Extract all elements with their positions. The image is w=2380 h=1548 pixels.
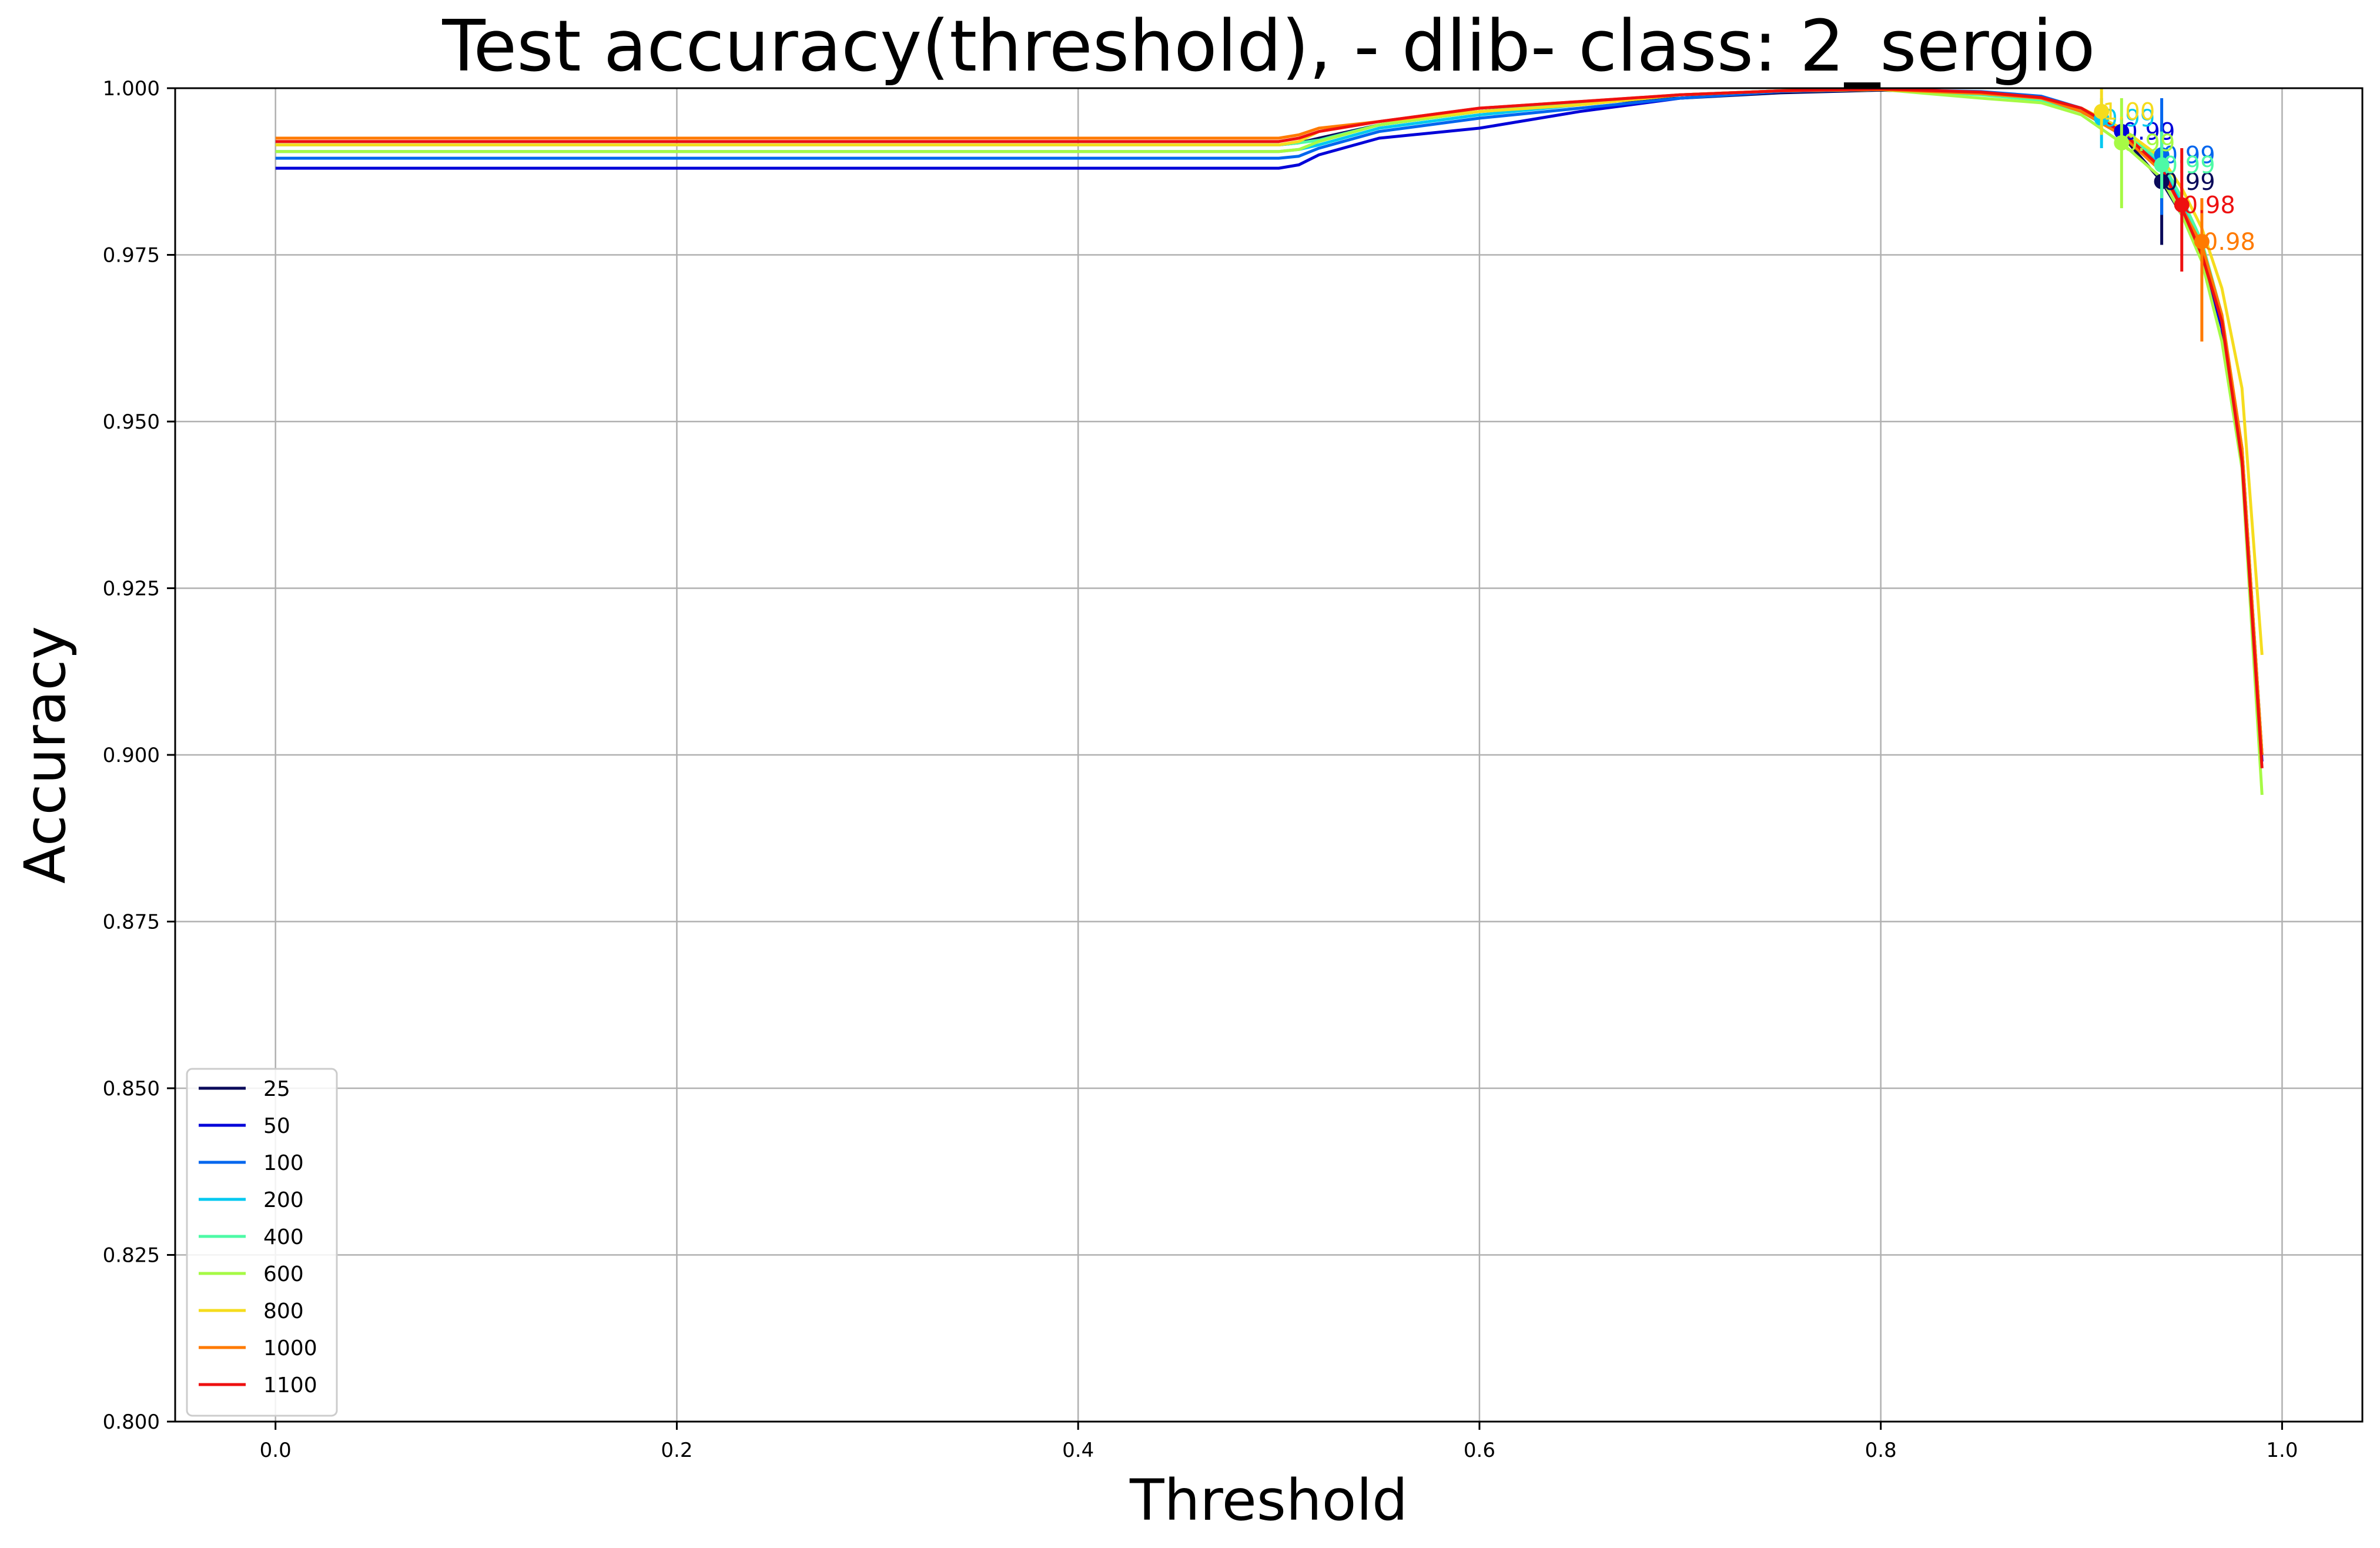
y-tick-label: 0.975 [103,244,160,268]
threshold-marker-400 [2154,157,2170,173]
x-tick-label: 0.6 [1464,1439,1495,1462]
series-line-600 [275,88,2264,795]
x-axis-title: Threshold [1129,1467,1408,1533]
legend-label-400: 400 [263,1225,304,1249]
marker-value-label-100: 0.99 [2163,142,2215,169]
threshold-marker-1100 [2174,197,2190,213]
marker-value-label-200: 0.99 [2103,105,2155,132]
marker-value-label-600: 0.99 [2123,130,2175,157]
legend-label-600: 600 [263,1262,304,1286]
marker-value-label-800: 1.00 [2103,99,2155,126]
threshold-marker-600 [2114,135,2130,151]
grid [175,87,2362,1423]
threshold-markers: 0.990.990.990.990.990.991.000.980.98 [2094,88,2255,342]
legend-label-50: 50 [263,1114,290,1138]
x-tick-label: 0.2 [661,1439,692,1462]
y-tick-label: 0.875 [103,911,160,934]
y-tick-label: 0.950 [103,410,160,434]
x-tick-label: 0.8 [1865,1439,1897,1462]
legend-label-1100: 1100 [263,1373,317,1397]
x-tick-label: 1.0 [2266,1439,2298,1462]
legend-box [186,1068,338,1417]
threshold-marker-1000 [2194,233,2210,249]
legend-label-200: 200 [263,1188,304,1212]
y-tick-label: 0.900 [103,744,160,767]
y-tick-label: 0.825 [103,1244,160,1268]
legend-label-1000: 1000 [263,1336,317,1360]
marker-value-label-25: 0.99 [2163,169,2215,196]
y-tick-label: 0.925 [103,577,160,601]
legend: 25 50 100 200 400 600 800 1000 1100 [186,1068,338,1417]
x-tick-label: 0.4 [1062,1439,1094,1462]
legend-label-800: 800 [263,1299,304,1323]
marker-value-label-1100: 0.98 [2183,192,2235,219]
chart-title: Test accuracy(threshold), - dlib- class:… [441,6,2095,88]
x-tick-label: 0.0 [260,1439,292,1462]
threshold-marker-800 [2094,103,2110,119]
y-tick-label: 0.800 [103,1410,160,1434]
y-axis-title: Accuracy [12,626,78,884]
legend-label-25: 25 [263,1077,290,1101]
y-tick-label: 1.000 [103,77,160,101]
marker-value-label-400: 0.99 [2163,152,2215,179]
y-tick-label: 0.850 [103,1077,160,1101]
marker-value-label-1000: 0.98 [2203,229,2255,256]
axis-ticks: 0.0 0.2 0.4 0.6 0.8 1.0 0.800 0.825 0.850 0.875 0.… [103,77,2298,1462]
legend-label-100: 100 [263,1151,304,1175]
marker-value-label-50: 0.99 [2123,119,2175,146]
